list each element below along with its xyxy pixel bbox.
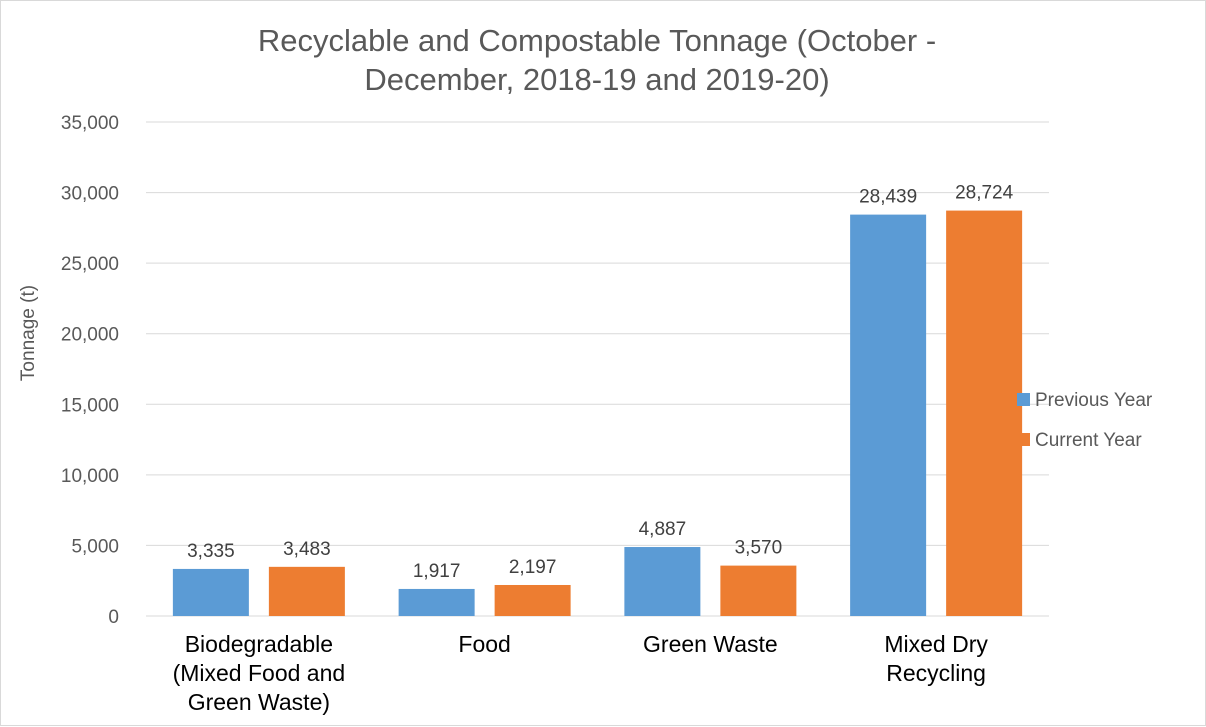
bar <box>624 547 701 616</box>
bar <box>850 214 927 617</box>
bar <box>172 568 249 616</box>
y-axis-title: Tonnage (t) <box>18 285 39 381</box>
chart-title-line: Recyclable and Compostable Tonnage (Octo… <box>258 23 936 58</box>
y-tick-label: 0 <box>108 607 119 628</box>
y-tick-label: 30,000 <box>61 184 119 205</box>
x-category-label: Biodegradable <box>185 631 333 657</box>
data-label: 28,724 <box>955 183 1014 204</box>
bar <box>946 210 1023 617</box>
data-label: 2,197 <box>509 557 557 578</box>
x-category-label: Mixed Dry <box>884 631 988 657</box>
x-category-label: Food <box>458 631 510 657</box>
bar <box>720 565 797 616</box>
chart-title-line: December, 2018-19 and 2019-20) <box>364 62 829 97</box>
bar <box>268 566 345 616</box>
data-label: 4,887 <box>639 519 687 540</box>
gridlines <box>146 121 1049 617</box>
bar <box>398 588 475 616</box>
data-labels: 3,335 3,483 1,917 2,197 4,887 3,570 28,439 28,7… <box>187 183 1014 582</box>
y-axis-ticks: 0 5,000 10,000 15,000 20,000 25,000 30,000 35,0… <box>61 113 119 628</box>
x-category-label: (Mixed Food and <box>173 660 346 686</box>
bars <box>172 210 1023 617</box>
legend-swatch <box>1017 433 1030 446</box>
legend: Previous Year Current Year <box>1017 390 1153 451</box>
y-tick-label: 15,000 <box>61 395 119 416</box>
x-category-label: Green Waste) <box>188 689 330 715</box>
legend-label: Current Year <box>1035 430 1142 451</box>
data-label: 3,483 <box>283 539 331 560</box>
data-label: 28,439 <box>859 187 917 208</box>
legend-swatch <box>1017 393 1030 406</box>
x-category-label: Green Waste <box>643 631 778 657</box>
bar <box>494 584 571 616</box>
y-tick-label: 20,000 <box>61 325 119 346</box>
legend-label: Previous Year <box>1035 390 1153 411</box>
data-label: 1,917 <box>413 561 461 582</box>
x-axis-categories: Biodegradable (Mixed Food and Green Waste)… <box>173 631 989 715</box>
y-tick-label: 10,000 <box>61 466 119 487</box>
x-category-label: Recycling <box>886 660 986 686</box>
data-label: 3,335 <box>187 541 235 562</box>
y-tick-label: 5,000 <box>71 536 119 557</box>
chart-title: Recyclable and Compostable Tonnage (Octo… <box>258 23 936 97</box>
y-tick-label: 25,000 <box>61 254 119 275</box>
y-tick-label: 35,000 <box>61 113 119 134</box>
data-label: 3,570 <box>735 538 783 559</box>
